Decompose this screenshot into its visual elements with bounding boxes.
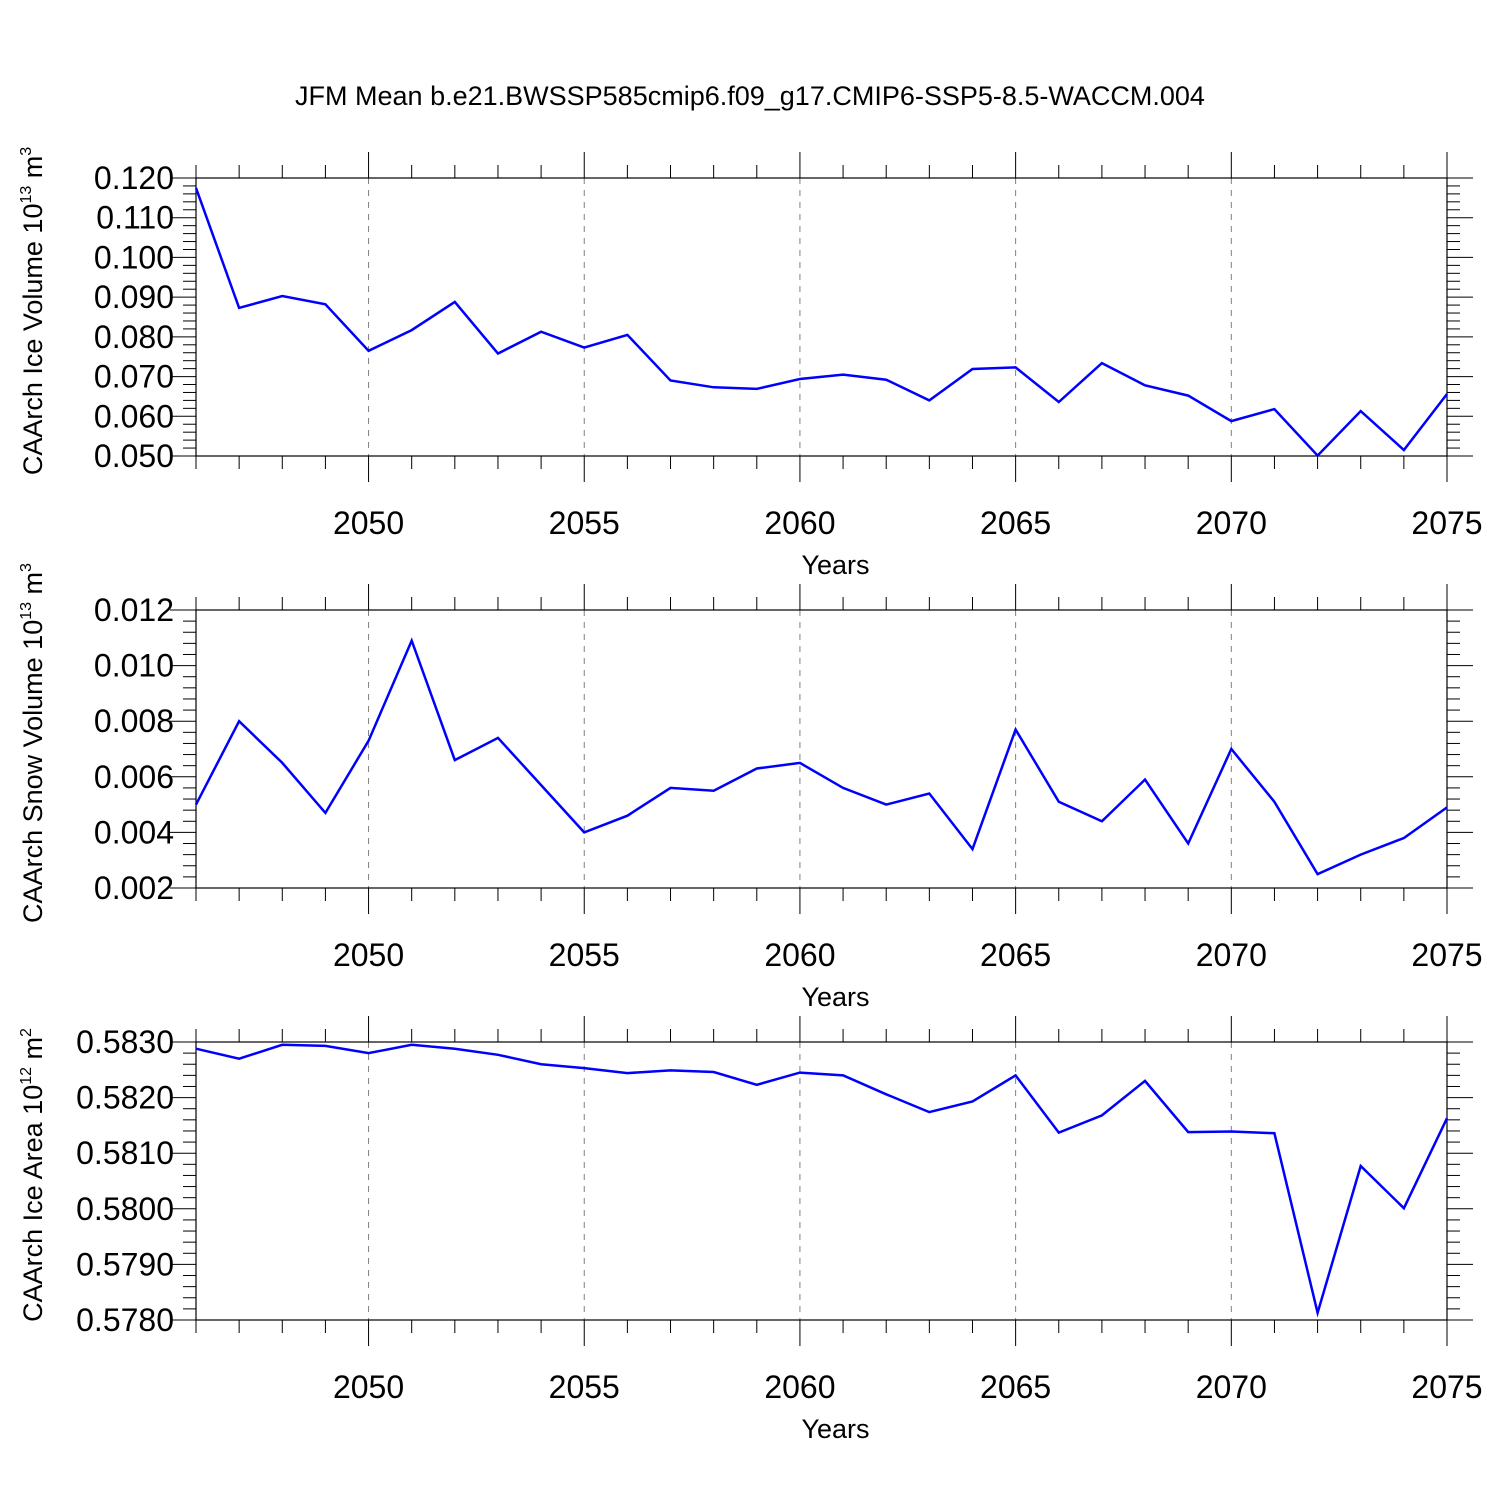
x-tick-label: 2055 — [549, 1369, 620, 1405]
y-tick-label: 0.110 — [96, 200, 174, 236]
plot-frame — [195, 1041, 1448, 1321]
x-tick-label: 2050 — [333, 1369, 404, 1405]
y-axis-label: CAArch Ice Volume 1013 m3 — [18, 147, 48, 475]
x-axis-label: Years — [801, 982, 869, 1012]
y-tick-label: 0.090 — [94, 279, 174, 315]
chart-title: JFM Mean b.e21.BWSSP585cmip6.f09_g17.CMI… — [295, 81, 1205, 111]
y-tick-label: 0.100 — [94, 239, 174, 275]
y-tick-label: 0.004 — [94, 814, 174, 850]
x-tick-label: 2075 — [1411, 1369, 1482, 1405]
panel-snow-volume: 0.002 0.004 0.006 0.008 0.010 0.012 2050 2055 20… — [18, 563, 1483, 1012]
x-tick-label: 2050 — [333, 505, 404, 541]
panel-ice-area: 0.5780 0.5790 0.5800 0.5810 0.5820 0.5830 2050… — [18, 1016, 1483, 1444]
y-tick-label: 0.060 — [94, 398, 174, 434]
y-tick-label: 0.012 — [94, 592, 174, 628]
x-tick-label: 2065 — [980, 505, 1051, 541]
plot-frame — [195, 609, 1448, 889]
series-line — [195, 1043, 1449, 1318]
x-axis-label: Years — [801, 550, 869, 580]
x-tick-label: 2060 — [764, 937, 835, 973]
x-tick-label: 2050 — [333, 937, 404, 973]
y-tick-label: 0.5780 — [76, 1302, 174, 1338]
x-tick-label: 2070 — [1196, 1369, 1267, 1405]
y-tick-label: 0.5810 — [76, 1135, 174, 1171]
y-tick-label: 0.5820 — [76, 1080, 174, 1116]
series-line — [194, 187, 1448, 458]
y-tick-label: 0.008 — [94, 703, 174, 739]
y-axis-label: CAArch Snow Volume 1013 m3 — [18, 563, 48, 923]
y-axis-label: CAArch Ice Area 1012 m2 — [18, 1028, 48, 1322]
x-tick-label: 2060 — [764, 1369, 835, 1405]
x-tick-label: 2055 — [549, 937, 620, 973]
x-axis-label: Years — [801, 1414, 869, 1444]
plot-frame — [195, 177, 1448, 457]
x-tick-label: 2075 — [1411, 505, 1482, 541]
y-tick-label: 0.050 — [94, 438, 174, 474]
x-tick-label: 2070 — [1196, 937, 1267, 973]
y-tick-label: 0.010 — [94, 648, 174, 684]
y-tick-label: 0.5790 — [76, 1246, 174, 1282]
y-tick-label: 0.120 — [94, 160, 174, 196]
x-tick-label: 2060 — [764, 505, 835, 541]
x-tick-label: 2065 — [980, 937, 1051, 973]
series-line — [194, 637, 1448, 876]
y-tick-label: 0.070 — [94, 359, 174, 395]
x-tick-label: 2065 — [980, 1369, 1051, 1405]
x-tick-label: 2075 — [1411, 937, 1482, 973]
x-tick-label: 2070 — [1196, 505, 1267, 541]
y-tick-label: 0.080 — [94, 319, 174, 355]
x-tick-label: 2055 — [549, 505, 620, 541]
y-tick-label: 0.006 — [94, 759, 174, 795]
y-tick-label: 0.5800 — [76, 1191, 174, 1227]
y-tick-label: 0.5830 — [76, 1024, 174, 1060]
y-tick-label: 0.002 — [94, 870, 174, 906]
